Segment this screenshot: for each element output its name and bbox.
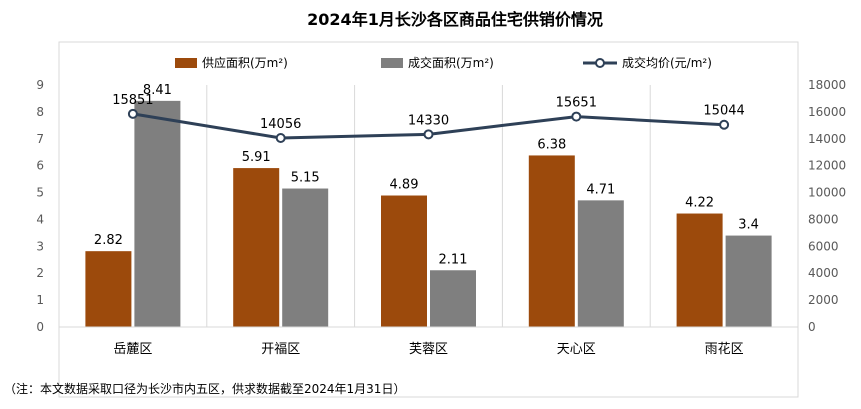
price-point [571, 111, 582, 122]
bar-supply [233, 168, 280, 327]
bar-data-label: 5.91 [242, 150, 271, 165]
y-right-tick-label: 2000 [808, 293, 839, 307]
price-data-label: 15651 [556, 96, 597, 111]
price-point [719, 119, 730, 130]
bar-data-label: 4.89 [390, 178, 419, 193]
y-right-tick-label: 18000 [808, 78, 846, 92]
bar-deal [725, 235, 772, 327]
price-data-label: 15044 [703, 104, 744, 119]
y-right-tick-label: 16000 [808, 105, 846, 119]
y-left-tick-label: 9 [36, 78, 44, 92]
y-left-tick-label: 6 [36, 159, 44, 173]
price-line [127, 108, 730, 144]
axes: 0 1 2 3 4 5 6 7 8 9 0 2000 4000 6000 8000 10000 12000 140… [36, 78, 846, 357]
y-right-tick-label: 0 [808, 320, 816, 334]
x-tick-label: 芙蓉区 [409, 342, 448, 357]
bar-supply [381, 195, 427, 327]
bar-data-label: 3.4 [738, 218, 759, 233]
legend-label: 成交面积(万m²) [408, 55, 494, 70]
bar-deal [577, 200, 624, 327]
y-right-tick-label: 10000 [808, 186, 846, 200]
legend-swatch [175, 58, 197, 68]
data-labels: 2.82 5.91 4.89 6.38 4.22 8.41 5.15 2.11 4.71 3.4 1… [94, 83, 759, 267]
legend-marker [595, 58, 605, 68]
x-tick-label: 天心区 [557, 342, 596, 357]
price-point [275, 133, 286, 144]
y-right-tick-label: 4000 [808, 266, 839, 280]
price-point [423, 129, 434, 140]
bar-supply [676, 213, 723, 327]
bars [85, 100, 772, 327]
y-left-tick-label: 4 [36, 212, 44, 226]
legend-label: 成交均价(元/m²) [622, 55, 712, 70]
y-right-tick-label: 8000 [808, 212, 839, 226]
legend-swatch [381, 58, 403, 68]
y-left-tick-label: 8 [36, 105, 44, 119]
bar-deal [282, 188, 329, 327]
y-left-tick-label: 2 [36, 266, 44, 280]
y-left-tick-label: 1 [36, 293, 44, 307]
bar-deal [430, 270, 476, 327]
y-left-tick-label: 7 [36, 132, 44, 146]
price-data-label: 14056 [260, 117, 301, 132]
x-tick-label: 雨花区 [705, 341, 744, 357]
bar-supply [528, 155, 575, 327]
bar-deal [134, 100, 181, 327]
footnote: （注：本文数据采取口径为长沙市内五区，供求数据截至2024年1月31日） [4, 381, 405, 396]
y-right-tick-label: 6000 [808, 239, 839, 253]
bar-data-label: 5.15 [291, 171, 320, 186]
y-right-tick-label: 12000 [808, 159, 846, 173]
y-left-tick-label: 3 [36, 239, 44, 253]
y-left-tick-label: 0 [36, 320, 44, 334]
price-point [127, 108, 138, 119]
bar-data-label: 4.71 [586, 182, 615, 197]
legend-label: 供应面积(万m²) [202, 55, 288, 70]
bar-supply [85, 251, 132, 327]
legend: 供应面积(万m²) 成交面积(万m²) 成交均价(元/m²) [175, 55, 712, 70]
x-tick-label: 岳麓区 [113, 342, 152, 357]
price-data-label: 15851 [112, 93, 153, 108]
bar-data-label: 2.11 [439, 252, 468, 267]
y-right-tick-label: 14000 [808, 132, 846, 146]
bar-data-label: 6.38 [537, 137, 566, 152]
bar-data-label: 2.82 [94, 233, 123, 248]
chart-title: 2024年1月长沙各区商品住宅供销价情况 [307, 10, 603, 29]
bar-data-label: 8.41 [143, 83, 172, 98]
price-data-label: 14330 [408, 113, 449, 128]
x-tick-label: 开福区 [261, 342, 300, 357]
bar-data-label: 4.22 [685, 196, 714, 211]
y-left-tick-label: 5 [36, 186, 44, 200]
